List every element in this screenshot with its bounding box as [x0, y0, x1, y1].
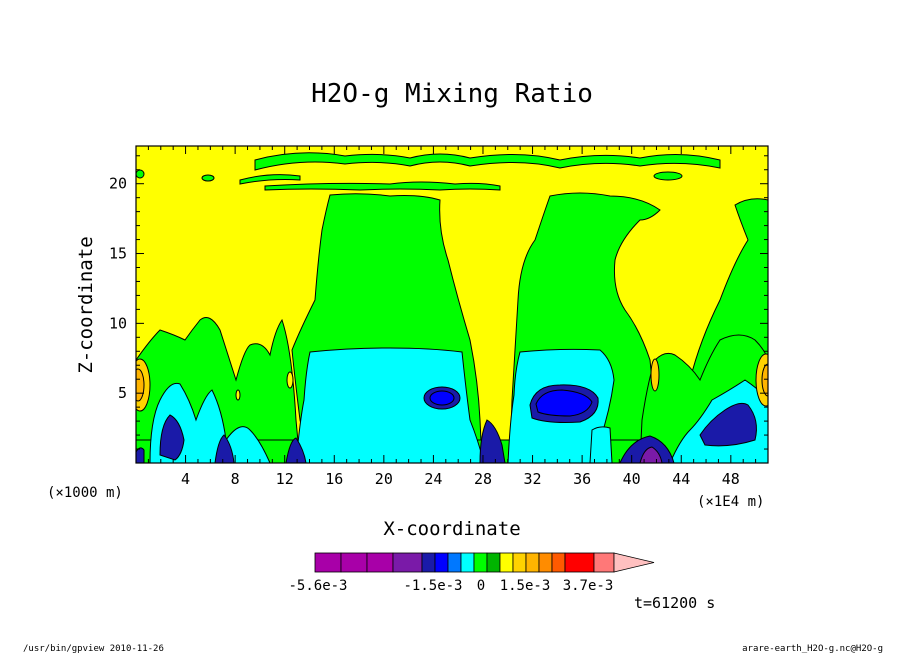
colorbar — [314, 552, 655, 573]
colorbar-swatch — [421, 552, 436, 573]
x-tick-label: 8 — [231, 470, 240, 488]
colorbar-swatch — [538, 552, 553, 573]
contour-region-green — [264, 181, 501, 191]
contour-region-navy — [159, 414, 185, 461]
contour-region-orange — [650, 358, 660, 392]
time-label: t=61200 s — [634, 594, 715, 612]
contour-region-green — [201, 174, 215, 182]
colorbar-tick-label: 3.7e-3 — [563, 578, 614, 594]
contour-region-blue — [429, 390, 455, 406]
colorbar-tick-labels: -5.6e-3 -1.5e-3 0 1.5e-3 3.7e-3 — [288, 578, 613, 594]
y-tick-label: 10 — [109, 314, 127, 332]
colorbar-swatch — [392, 552, 423, 573]
colorbar-swatch — [366, 552, 394, 573]
contour-region-green — [254, 152, 721, 171]
colorbar-tick-label: 0 — [477, 578, 485, 594]
colorbar-swatch — [593, 552, 615, 573]
colorbar-tick-label: 1.5e-3 — [500, 578, 551, 594]
colorbar-swatch — [486, 552, 501, 573]
colorbar-tick-label: -5.6e-3 — [288, 578, 347, 594]
colorbar-swatch — [499, 552, 514, 573]
y-axis-title: Z-coordinate — [75, 236, 97, 373]
contour-region-navy — [479, 419, 506, 463]
x-tick-label: 12 — [276, 470, 294, 488]
colorbar-swatch — [434, 552, 449, 573]
y-axis-ticks: 5 10 15 20 — [109, 155, 768, 450]
y-tick-label: 20 — [109, 175, 127, 193]
x-tick-label: 20 — [375, 470, 393, 488]
colorbar-swatch — [551, 552, 566, 573]
x-axis-multiplier: (×1E4 m) — [697, 494, 764, 510]
contour-region-cyan — [589, 426, 613, 463]
contour-region-orange — [761, 363, 768, 397]
contour-region-navy — [214, 434, 235, 463]
contour-fill — [136, 146, 768, 463]
x-axis-unit: (×1000 m) — [47, 485, 123, 501]
contour-region-cyan — [295, 347, 485, 463]
colorbar-swatch — [512, 552, 527, 573]
contour-region-orange — [136, 368, 145, 402]
chart-title: H2O-g Mixing Ratio — [311, 79, 593, 109]
contour-region-yellow — [286, 371, 294, 389]
colorbar-swatch — [340, 552, 368, 573]
contour-region-navy — [136, 447, 145, 463]
x-tick-label: 24 — [424, 470, 442, 488]
x-tick-label: 32 — [524, 470, 542, 488]
x-tick-label: 28 — [474, 470, 492, 488]
contour-region-blue — [535, 389, 593, 417]
y-tick-label: 5 — [118, 384, 127, 402]
colorbar-swatch — [447, 552, 462, 573]
x-axis-ticks: 4 8 12 16 20 24 28 32 36 40 44 48 — [147, 146, 757, 488]
x-tick-label: 44 — [672, 470, 690, 488]
colorbar-swatch — [460, 552, 475, 573]
colorbar-tick-label: -1.5e-3 — [403, 578, 462, 594]
colorbar-swatch — [473, 552, 488, 573]
x-axis-title: X-coordinate — [383, 518, 520, 540]
contour-region-green — [653, 171, 683, 181]
contour-region-navy — [699, 402, 757, 447]
x-tick-label: 16 — [325, 470, 343, 488]
plot-frame — [135, 145, 769, 464]
contour-region-green — [136, 169, 145, 179]
colorbar-swatch — [564, 552, 595, 573]
x-tick-label: 4 — [181, 470, 190, 488]
y-tick-label: 15 — [109, 245, 127, 263]
contour-region-navy — [285, 437, 307, 463]
contour-region-yellow — [235, 389, 241, 401]
x-tick-label: 48 — [722, 470, 740, 488]
footer-left: /usr/bin/gpview 2010-11-26 — [23, 644, 164, 654]
footer-right: arare-earth_H2O-g.nc@H2O-g — [742, 644, 883, 654]
colorbar-swatch — [525, 552, 540, 573]
colorbar-swatch — [314, 552, 342, 573]
contour-region-green — [239, 174, 301, 185]
x-tick-label: 40 — [623, 470, 641, 488]
colorbar-extend-arrow — [613, 552, 655, 573]
x-tick-label: 36 — [573, 470, 591, 488]
